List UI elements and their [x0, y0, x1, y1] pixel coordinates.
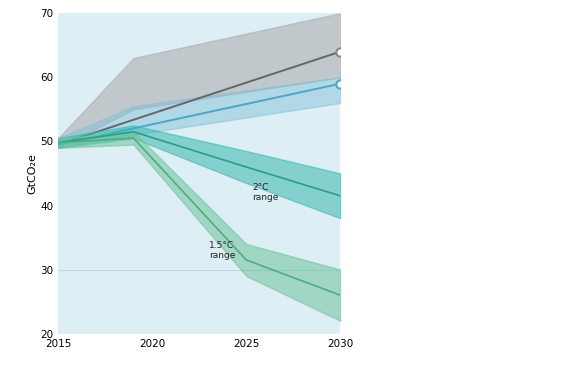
- Text: 1.5°C
range: 1.5°C range: [209, 241, 235, 260]
- Text: 59 GtCO₂e (range:: 59 GtCO₂e (range:: [461, 94, 552, 104]
- Text: 65 GtCO₂e (range:: 65 GtCO₂e (range:: [461, 28, 552, 37]
- Text: 2°C pathways: 2°C pathways: [423, 205, 499, 215]
- Text: 40 GtCO₂e (range:: 40 GtCO₂e (range:: [461, 225, 552, 234]
- Text: Global total emissions: Global total emissions: [359, 28, 461, 37]
- Y-axis label: GtCO₂e: GtCO₂e: [27, 153, 37, 194]
- Text: 56-60): 56-60): [445, 118, 477, 127]
- Text: Global total emissions: Global total emissions: [359, 225, 461, 234]
- Text: 24 GtCO₂e (range:: 24 GtCO₂e (range:: [461, 315, 552, 324]
- Text: 1.5°C pathways: 1.5°C pathways: [417, 295, 505, 305]
- Text: Global total emissions: Global total emissions: [359, 315, 461, 324]
- Text: 38-45): 38-45): [445, 247, 477, 256]
- Text: Global total emissions: Global total emissions: [359, 94, 461, 104]
- Text: 60-70): 60-70): [445, 49, 477, 58]
- Text: 22-30): 22-30): [445, 337, 477, 346]
- Text: Current policy scenario: Current policy scenario: [395, 74, 527, 84]
- Text: 2°C
range: 2°C range: [252, 183, 278, 203]
- Text: No policy baseline: No policy baseline: [410, 9, 512, 19]
